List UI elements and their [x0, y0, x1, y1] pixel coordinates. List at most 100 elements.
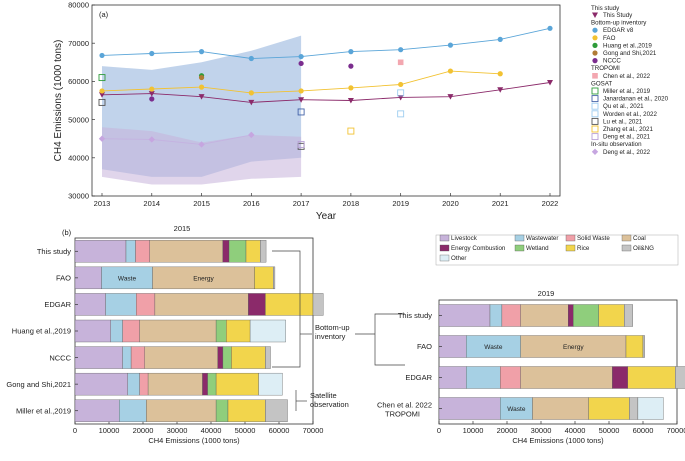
legend-swatch: [514, 244, 525, 252]
y-tick-label: 50000: [68, 115, 89, 124]
bar-segment: [624, 304, 633, 327]
data-point: [497, 71, 503, 77]
bar-segment: [110, 319, 123, 343]
legend-swatch: [565, 234, 576, 242]
legend-marker: [591, 110, 599, 118]
x-tick-label: 2022: [542, 199, 559, 208]
bar-segment: [675, 366, 685, 389]
group-label: Bottom-up: [315, 323, 350, 332]
bar-segment: [438, 397, 501, 420]
data-point: [99, 88, 105, 94]
data-point: [348, 85, 354, 91]
bar-segment: [629, 397, 639, 420]
bar-segment: [74, 240, 127, 263]
bar-segment: [312, 293, 324, 316]
bar-segment: [149, 240, 224, 263]
data-point: [447, 94, 454, 100]
legend-label: Rice: [577, 245, 590, 252]
legend-label: FAO: [603, 35, 616, 42]
bar-segment-label: Waste: [507, 406, 526, 413]
legend-label: This Study: [603, 12, 633, 19]
series-line: [101, 82, 551, 103]
category-label: EDGAR: [44, 300, 71, 309]
plot-frame-2019: [438, 299, 678, 425]
bar-segment: [573, 304, 599, 327]
category-label: Gong and Shi,2021: [6, 380, 71, 389]
y-tick-label: 40000: [68, 154, 89, 163]
data-point: [149, 96, 155, 102]
data-point: [198, 49, 205, 55]
bar-segment: [501, 304, 521, 327]
legend-marker: [591, 125, 599, 133]
data-point: [98, 74, 106, 82]
data-point: [447, 42, 454, 48]
bar-segment: [520, 304, 569, 327]
bar-segment: [598, 304, 625, 327]
bar-segment: [254, 266, 274, 290]
bar-segment: [637, 397, 664, 420]
legend-group-header: GOSAT: [591, 80, 612, 87]
data-point: [99, 92, 105, 98]
data-point: [547, 80, 553, 86]
data-point: [347, 98, 354, 104]
bar-segment: [215, 319, 227, 343]
x-tick-label: 2018: [343, 199, 360, 208]
bar-segment: [258, 372, 283, 396]
x-tick-label: 2016: [243, 199, 260, 208]
bar-segment: [144, 346, 218, 369]
x-tick-label: 0: [437, 426, 441, 435]
x-tick-label: 20000: [133, 426, 154, 435]
legend-label: Lu et al., 2021: [603, 118, 643, 125]
category-label: This study: [398, 311, 432, 320]
legend-swatch: [621, 244, 632, 252]
plot-frame-a: [91, 4, 561, 197]
legend-label: Coal: [633, 235, 646, 242]
group-label: observation: [310, 400, 349, 409]
data-point: [348, 63, 354, 69]
legend-label: Deng et al., 2022: [603, 149, 651, 156]
data-point: [99, 52, 105, 59]
legend-label: Qu et al., 2021: [603, 103, 644, 110]
legend-label: Gong and Shi,2021: [603, 50, 657, 57]
group-label: inventory: [315, 332, 346, 341]
bar-segment: [202, 372, 208, 396]
legend-marker: [591, 133, 599, 141]
bar-segment: [136, 293, 156, 316]
x-tick-label: 30000: [531, 426, 552, 435]
data-point: [149, 50, 155, 57]
legend-label: EDGAR v8: [603, 27, 634, 34]
data-point: [98, 98, 106, 106]
category-label: Miller et al.,2019: [16, 406, 71, 415]
legend-label: Wetland: [526, 245, 549, 252]
legend-marker: [592, 35, 598, 41]
data-point: [397, 110, 405, 118]
bar-segment: [222, 240, 230, 263]
legend-swatch: [439, 234, 450, 242]
x-tick-label: 60000: [633, 426, 654, 435]
bar-segment: [568, 304, 574, 327]
bar-segment: [642, 335, 645, 358]
x-tick-label: 2019: [392, 199, 409, 208]
legend-label: NCCC: [603, 58, 621, 65]
data-point: [198, 84, 205, 90]
legend-swatch: [514, 234, 525, 242]
data-point: [297, 140, 305, 148]
bar-segment-label: Waste: [118, 275, 137, 282]
legend-label: Miller et al., 2019: [603, 88, 651, 95]
category-label: EDGAR: [405, 373, 432, 382]
legend-swatch: [565, 244, 576, 252]
bar-segment: [627, 366, 676, 389]
bar-segment: [122, 319, 140, 343]
x-tick-label: 40000: [201, 426, 222, 435]
series-line: [101, 134, 252, 145]
x-tick-label: 60000: [269, 426, 290, 435]
y-tick-label: 60000: [68, 77, 89, 86]
bar-segment: [489, 304, 503, 327]
bracket-2019: [374, 313, 405, 366]
x-tick-label: 10000: [463, 426, 484, 435]
bar-segment-label: Energy: [193, 275, 214, 282]
data-point: [547, 25, 553, 31]
x-tick-label: 10000: [99, 426, 120, 435]
bar-segment: [146, 399, 217, 422]
bar-segment: [74, 319, 111, 343]
